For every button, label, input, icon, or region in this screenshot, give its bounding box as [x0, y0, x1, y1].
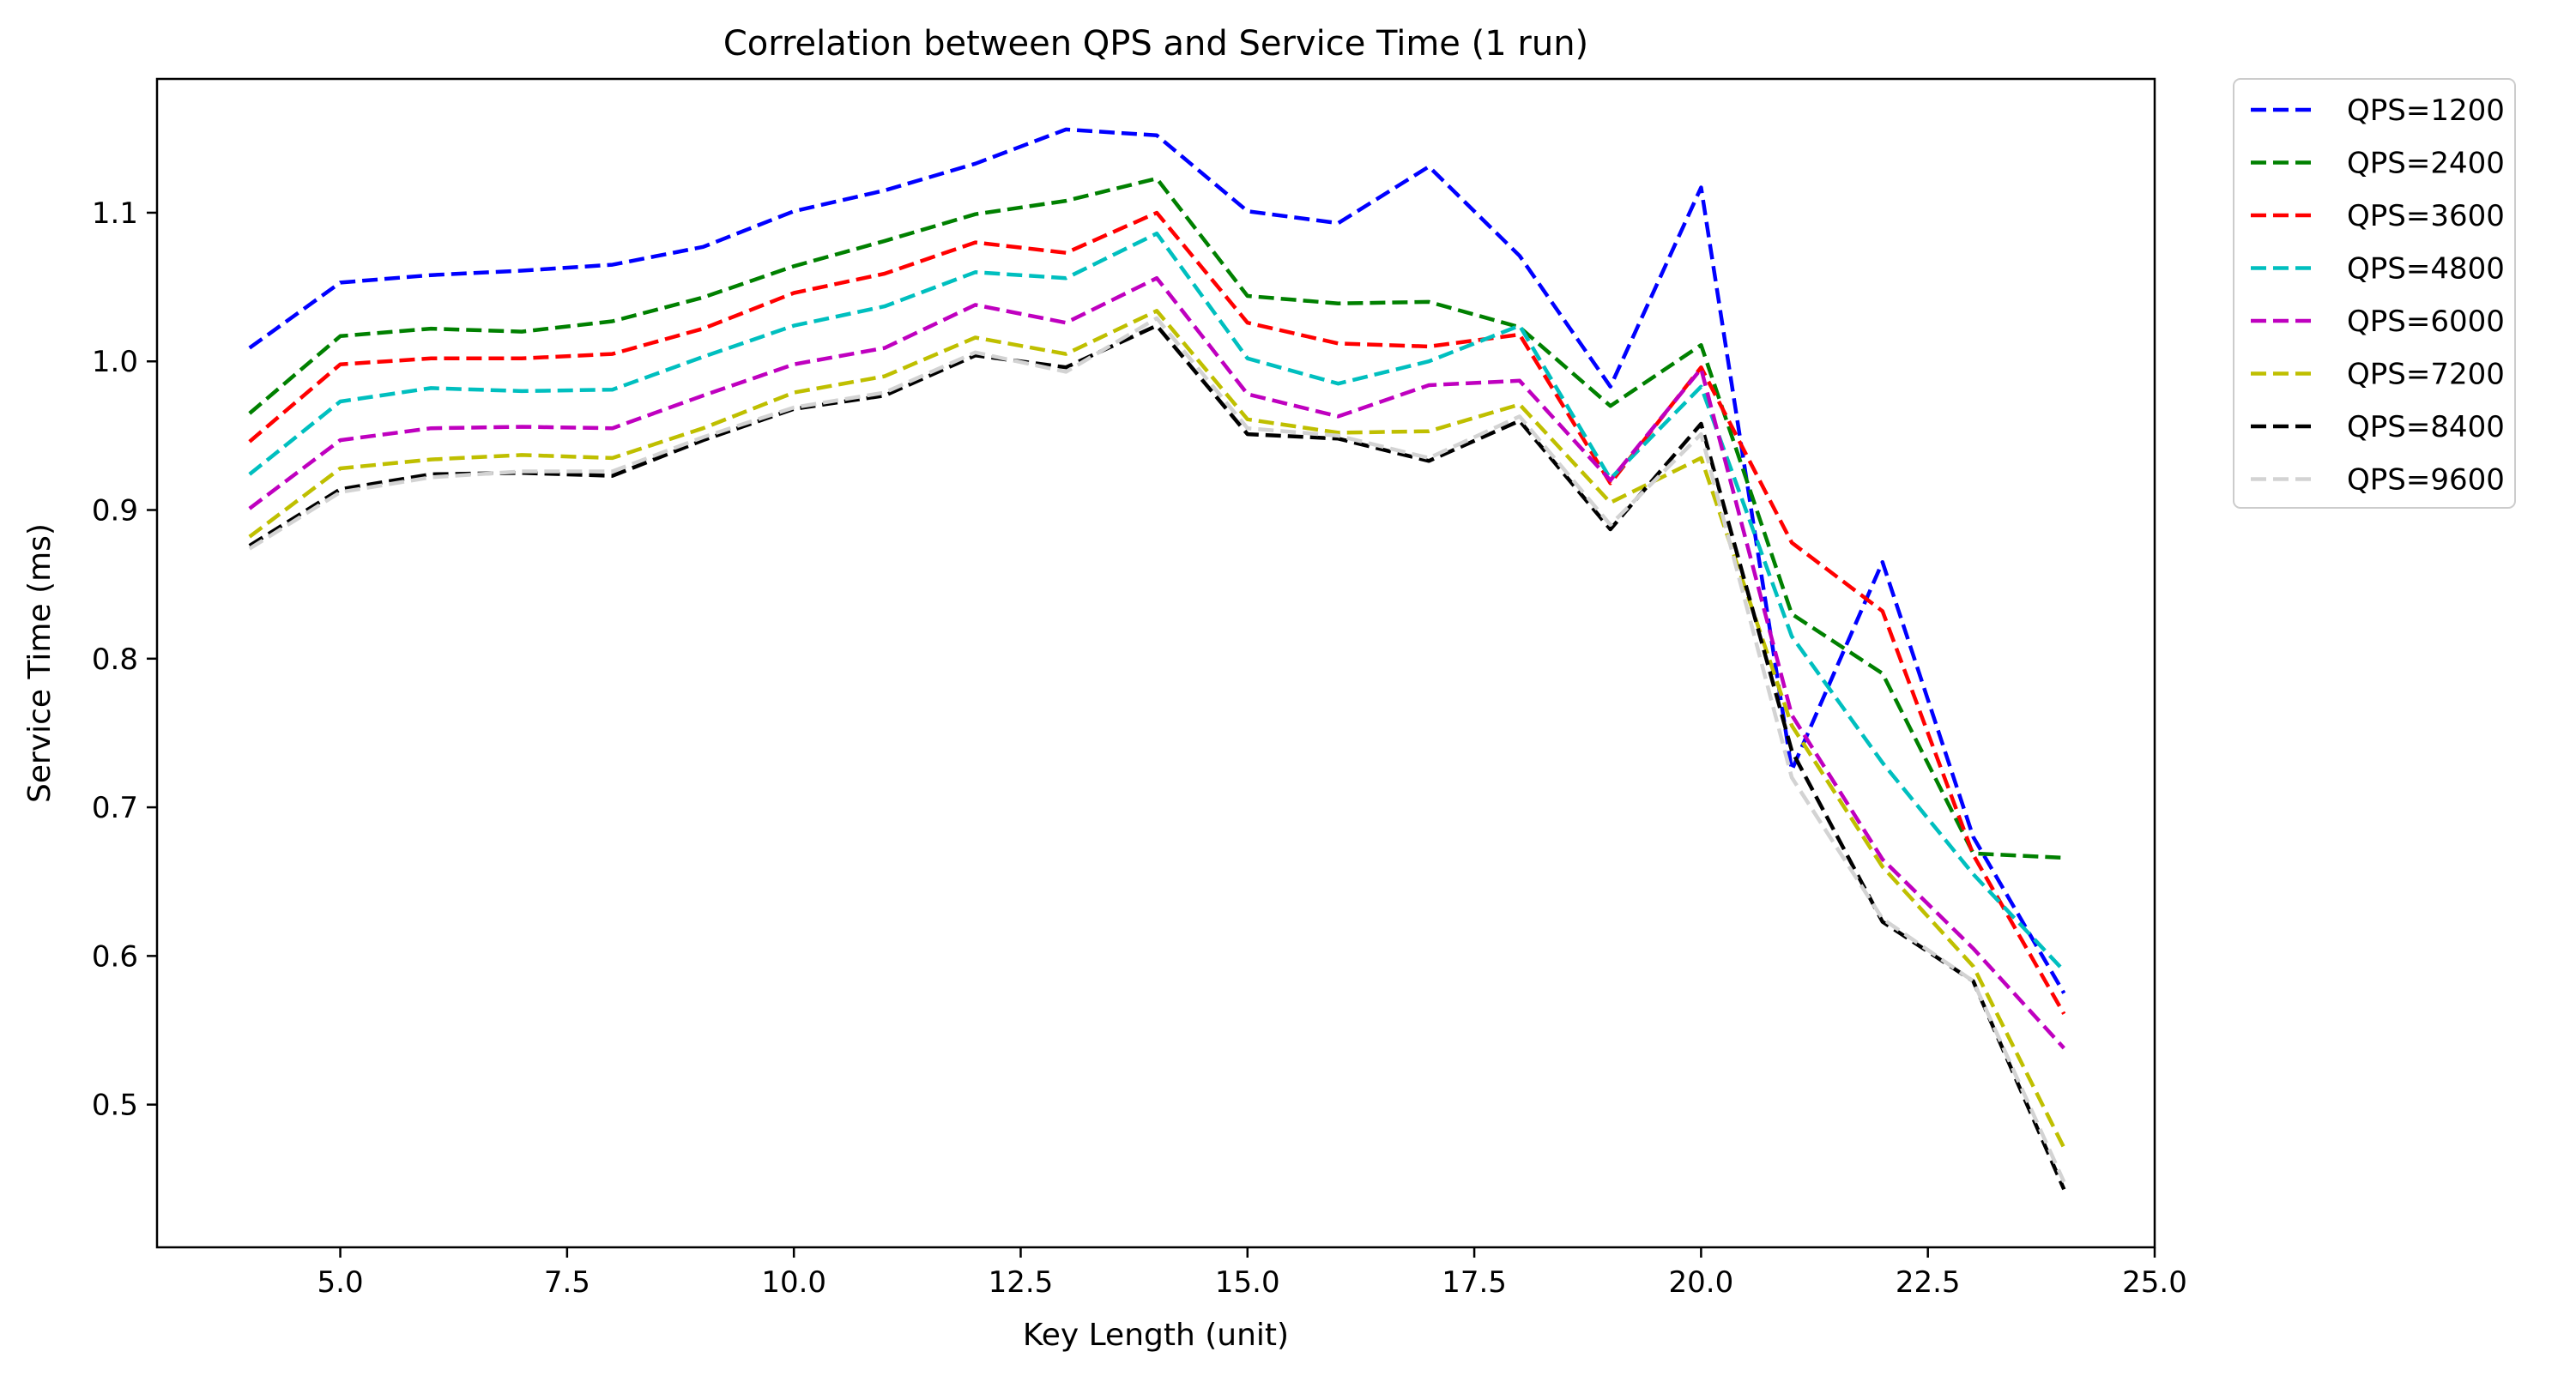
legend-label: QPS=4800 [2347, 252, 2505, 287]
x-tick-label: 10.0 [761, 1265, 826, 1300]
legend-label: QPS=8400 [2347, 410, 2505, 444]
y-tick-label: 1.1 [92, 196, 138, 231]
series-layer [248, 127, 2066, 1191]
y-tick-label: 0.9 [92, 494, 138, 528]
series-line-1 [248, 176, 2065, 860]
legend-item: QPS=2400 [2251, 147, 2505, 181]
series-line-6 [248, 323, 2066, 1191]
y-tick-label: 0.6 [92, 939, 138, 974]
y-tick-label: 0.5 [92, 1089, 138, 1123]
x-axis: 5.0 7.5 10.0 12.5 15.0 17.5 20.0 22.5 25.0 [317, 1247, 2187, 1300]
series-line-7 [248, 316, 2066, 1183]
legend-items: QPS=1200 QPS=2400 QPS=3600 QPS=4800 QPS=6000… [2251, 94, 2505, 498]
legend-item: QPS=6000 [2251, 305, 2505, 339]
legend-label: QPS=1200 [2347, 94, 2505, 128]
series-line-3 [248, 231, 2065, 973]
legend-item: QPS=4800 [2251, 252, 2505, 287]
x-tick-label: 15.0 [1215, 1265, 1280, 1300]
legend-label: QPS=6000 [2347, 305, 2505, 339]
series-line-4 [248, 275, 2065, 1050]
y-tick-label: 0.7 [92, 791, 138, 825]
plot-area-frame [155, 77, 2156, 1249]
legend-item: QPS=3600 [2251, 199, 2505, 233]
x-tick-label: 5.0 [317, 1265, 364, 1300]
legend-item: QPS=8400 [2251, 410, 2505, 444]
legend-label: QPS=7200 [2347, 358, 2505, 392]
legend-item: QPS=9600 [2251, 463, 2505, 498]
x-tick-label: 22.5 [1896, 1265, 1961, 1300]
x-tick-label: 12.5 [989, 1265, 1054, 1300]
x-tick-label: 20.0 [1669, 1265, 1734, 1300]
legend-label: QPS=3600 [2347, 199, 2505, 233]
x-axis-label: Key Length (unit) [1023, 1318, 1289, 1353]
legend-label: QPS=9600 [2347, 463, 2505, 498]
legend-frame [2233, 78, 2516, 509]
y-axis: 0.5 0.6 0.7 0.8 0.9 1.0 1.1 [92, 196, 157, 1123]
y-tick-label: 1.0 [92, 345, 138, 379]
legend-label: QPS=2400 [2347, 147, 2505, 181]
x-tick-label: 25.0 [2122, 1265, 2187, 1300]
series-line-2 [248, 210, 2066, 1016]
y-tick-label: 0.8 [92, 643, 138, 677]
chart-title: Correlation between QPS and Service Time… [723, 24, 1588, 63]
legend-item: QPS=7200 [2251, 358, 2505, 392]
series-line-0 [248, 127, 2066, 994]
y-axis-label: Service Time (ms) [22, 523, 57, 803]
x-tick-label: 17.5 [1442, 1265, 1507, 1300]
legend: QPS=1200 QPS=2400 QPS=3600 QPS=4800 QPS=6000… [2233, 78, 2516, 509]
legend-item: QPS=1200 [2251, 94, 2505, 128]
series-line-5 [248, 309, 2066, 1149]
x-tick-label: 7.5 [544, 1265, 590, 1300]
